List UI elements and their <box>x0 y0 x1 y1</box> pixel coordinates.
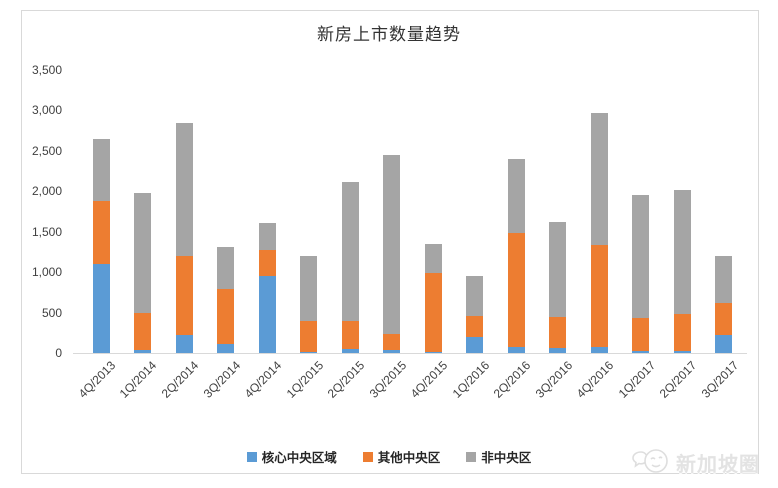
legend-item-other-central: 其他中央区 <box>362 447 441 466</box>
segment-non-central <box>466 276 484 316</box>
legend-swatch-non-central <box>466 451 477 462</box>
watermark: 新加坡圈 <box>632 446 760 479</box>
bar-3Q/2016 <box>549 222 567 353</box>
y-tick-label: 500 <box>41 305 62 320</box>
segment-non-central <box>673 189 691 315</box>
segment-non-central <box>217 247 235 290</box>
chat-bird-logo-icon <box>632 446 670 479</box>
segment-other-central <box>217 289 235 345</box>
bar-3Q/2017 <box>715 255 733 353</box>
legend-item-non-central: 非中央区 <box>466 447 531 466</box>
y-tick-label: 3,000 <box>31 103 62 118</box>
segment-core-central <box>175 335 193 353</box>
bar-2Q/2014 <box>175 122 193 353</box>
bar-2Q/2015 <box>341 182 359 353</box>
segment-core-central <box>300 352 318 353</box>
bar-3Q/2015 <box>383 154 401 353</box>
segment-other-central <box>590 245 608 347</box>
watermark-text: 新加坡圈 <box>676 454 760 476</box>
y-tick-label: 0 <box>55 346 62 360</box>
legend-swatch-other-central <box>362 451 373 462</box>
segment-core-central <box>590 346 608 353</box>
segment-other-central <box>92 200 110 265</box>
legend-item-core-central: 核心中央区域 <box>246 447 337 466</box>
segment-other-central <box>632 318 650 352</box>
segment-non-central <box>507 158 525 234</box>
segment-non-central <box>341 182 359 322</box>
segment-core-central <box>217 344 235 353</box>
segment-core-central <box>673 350 691 353</box>
segment-other-central <box>175 255 193 336</box>
segment-non-central <box>424 243 442 273</box>
segment-other-central <box>383 334 401 350</box>
segment-non-central <box>300 255 318 322</box>
segment-core-central <box>341 348 359 353</box>
legend: 核心中央区域 其他中央区 非中央区 <box>0 447 778 466</box>
segment-core-central <box>383 349 401 353</box>
segment-core-central <box>134 349 152 353</box>
segment-core-central <box>424 352 442 353</box>
x-axis-line <box>73 353 747 354</box>
segment-non-central <box>549 222 567 317</box>
bar-1Q/2014 <box>134 192 152 353</box>
bar-2Q/2017 <box>673 189 691 353</box>
bar-4Q/2015 <box>424 243 442 353</box>
segment-core-central <box>258 276 276 353</box>
segment-other-central <box>715 302 733 336</box>
segment-non-central <box>134 192 152 313</box>
segment-non-central <box>632 194 650 319</box>
segment-other-central <box>134 312 152 350</box>
bar-4Q/2014 <box>258 222 276 353</box>
segment-non-central <box>590 112 608 246</box>
y-tick-label: 2,500 <box>31 143 62 158</box>
segment-core-central <box>92 264 110 353</box>
segment-other-central <box>466 315 484 337</box>
segment-core-central <box>549 348 567 353</box>
segment-other-central <box>258 249 276 277</box>
segment-other-central <box>300 321 318 353</box>
bar-4Q/2016 <box>590 112 608 353</box>
segment-other-central <box>549 316 567 349</box>
bar-1Q/2015 <box>300 255 318 353</box>
segment-core-central <box>466 336 484 353</box>
y-tick-label: 1,500 <box>31 224 62 239</box>
segment-other-central <box>424 272 442 353</box>
segment-other-central <box>341 321 359 349</box>
y-tick-label: 3,500 <box>31 63 62 77</box>
chart-title: 新房上市数量趋势 <box>317 25 461 44</box>
y-tick-label: 1,000 <box>31 265 62 280</box>
bar-1Q/2016 <box>466 276 484 353</box>
bar-2Q/2016 <box>507 158 525 353</box>
segment-non-central <box>715 255 733 303</box>
segment-core-central <box>632 351 650 353</box>
segment-core-central <box>715 335 733 353</box>
segment-core-central <box>507 347 525 353</box>
bar-4Q/2013 <box>92 138 110 353</box>
segment-non-central <box>383 154 401 335</box>
y-tick-label: 2,000 <box>31 184 62 199</box>
legend-label: 核心中央区域 <box>261 451 337 465</box>
segment-non-central <box>175 122 193 256</box>
legend-swatch-core-central <box>246 451 257 462</box>
bar-3Q/2014 <box>217 247 235 353</box>
bar-1Q/2017 <box>632 194 650 353</box>
segment-other-central <box>673 314 691 351</box>
segment-non-central <box>258 222 276 250</box>
segment-other-central <box>507 233 525 348</box>
segment-non-central <box>92 138 110 201</box>
legend-label: 其他中央区 <box>377 451 441 465</box>
legend-label: 非中央区 <box>481 451 532 465</box>
